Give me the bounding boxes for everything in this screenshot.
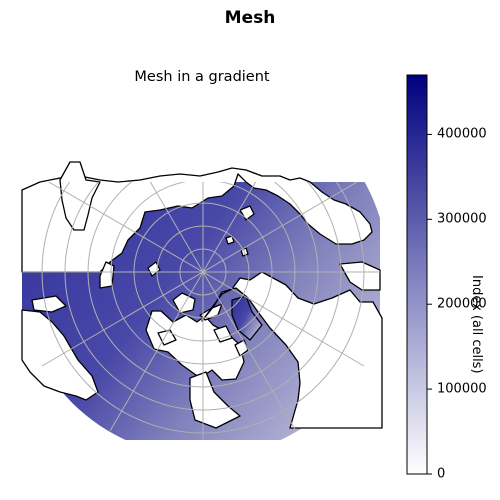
graticule [22, 182, 380, 440]
colorbar-tick-label: 100000 [437, 381, 487, 397]
novaya-zemlya [99, 261, 115, 289]
siberia-coast [339, 261, 381, 291]
colorbar-tick-label: 400000 [437, 126, 487, 142]
banks-island [213, 325, 233, 343]
north-america-landmass [201, 271, 383, 429]
colorbar [406, 74, 428, 475]
hudson-bay [231, 295, 263, 341]
colorbar-tick-label: 0 [437, 466, 446, 482]
colorbar-tick-label: 300000 [437, 211, 487, 227]
colorbar-tick-label: 200000 [437, 296, 487, 312]
arctic-island-1 [225, 235, 235, 245]
colorbar-label: Index (all cells) [469, 275, 484, 374]
colorbar-ticks [427, 133, 432, 475]
map-title: Mesh in a gradient [134, 69, 270, 85]
iceland [31, 295, 67, 313]
figure-title: Mesh [224, 8, 276, 28]
